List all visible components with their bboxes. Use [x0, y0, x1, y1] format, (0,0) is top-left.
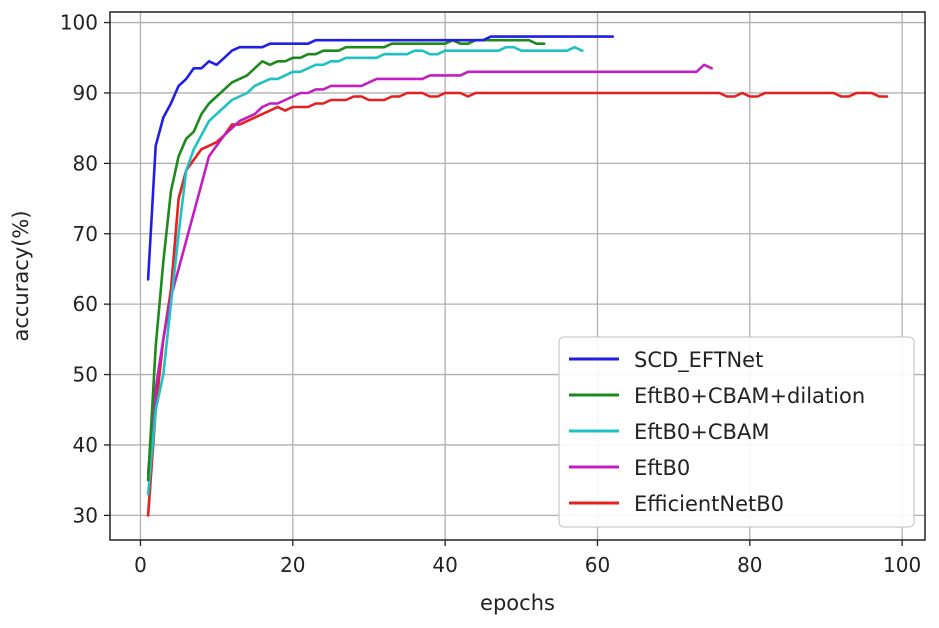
- series-lines: [146, 35, 889, 517]
- legend-box: [558, 336, 915, 528]
- y-tick-label: 60: [73, 292, 98, 316]
- x-tick-label: 0: [134, 553, 147, 577]
- legend-label: EftB0+CBAM: [634, 420, 769, 444]
- y-tick-label: 80: [73, 151, 98, 175]
- legend: SCD_EFTNet EftB0+CBAM+dilation EftB0+CBAM E…: [558, 336, 915, 528]
- legend-label: SCD_EFTNet: [634, 348, 763, 373]
- series-line-eftb0: [146, 63, 714, 475]
- x-axis-label: epochs: [480, 591, 555, 615]
- legend-label: EftB0: [634, 456, 690, 480]
- legend-label: EfficientNetB0: [634, 492, 784, 516]
- x-tick-label: 80: [737, 553, 762, 577]
- axis-ticks: 0 20 40 60 80 100 30 40 50 60 70 80 90 100: [60, 11, 921, 577]
- y-tick-label: 30: [73, 503, 98, 527]
- legend-label: EftB0+CBAM+dilation: [634, 384, 865, 408]
- y-tick-label: 50: [73, 363, 98, 387]
- x-tick-label: 20: [280, 553, 305, 577]
- y-tick-label: 100: [60, 11, 98, 35]
- y-tick-label: 70: [73, 222, 98, 246]
- series-line-efficientnetb0: [146, 91, 889, 517]
- x-tick-label: 40: [432, 553, 457, 577]
- x-tick-label: 60: [585, 553, 610, 577]
- series-line-eftb0-cbam: [146, 45, 584, 496]
- plot-frame: [109, 11, 926, 541]
- y-axis-label: accuracy(%): [9, 210, 33, 341]
- y-tick-label: 40: [73, 433, 98, 457]
- x-tick-label: 100: [883, 553, 921, 577]
- grid-lines: [110, 12, 925, 540]
- y-tick-label: 90: [73, 81, 98, 105]
- series-line-scd-eftnet: [146, 35, 615, 281]
